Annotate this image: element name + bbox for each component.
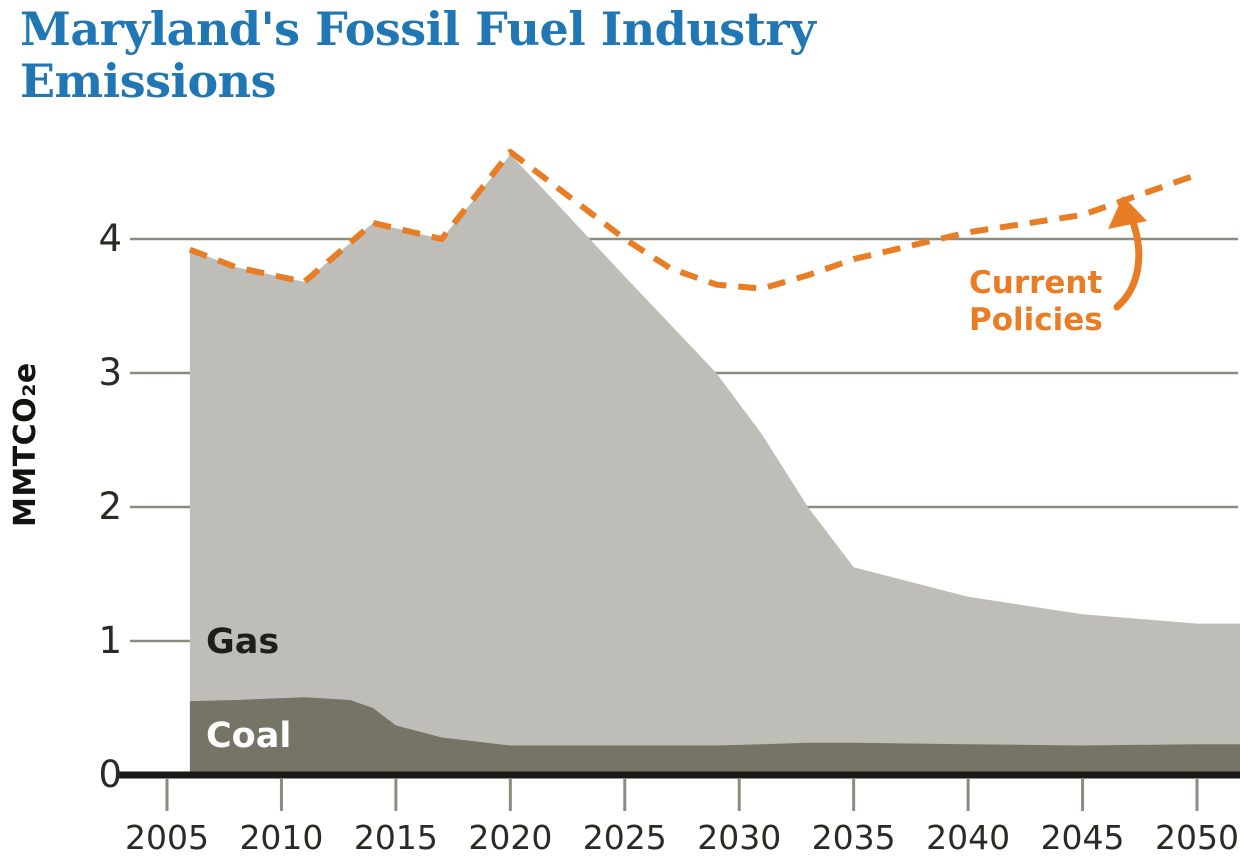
x-tick-label-2045: 2045	[1041, 818, 1125, 857]
current-policies-arrowhead-icon	[1108, 196, 1147, 229]
page-title-line1: Maryland's Fossil Fuel Industry	[20, 2, 816, 56]
y-tick-label-1: 1	[98, 619, 122, 662]
y-axis-title: MMTCO₂e	[8, 362, 43, 527]
y-tick-label-2: 2	[98, 485, 122, 528]
page-title: Maryland's Fossil Fuel Industry Emission…	[20, 2, 816, 108]
x-tick-label-2020: 2020	[468, 818, 552, 857]
x-tick-label-2035: 2035	[812, 818, 896, 857]
x-tick-label-2015: 2015	[354, 818, 438, 857]
page-title-line2: Emissions	[20, 53, 277, 108]
y-tick-label-3: 3	[98, 351, 122, 394]
x-tick-label-2025: 2025	[583, 818, 667, 857]
gas-area	[189, 154, 1240, 776]
y-tick-label-4: 4	[98, 217, 122, 260]
current-policies-line	[188, 148, 1198, 292]
x-tick-label-2050: 2050	[1155, 818, 1239, 857]
y-tick-label-0: 0	[98, 753, 122, 796]
x-tick-label-2010: 2010	[239, 818, 323, 857]
x-tick-label-2005: 2005	[125, 818, 209, 857]
current-policies-label: Current Policies	[969, 265, 1103, 339]
x-tick-label-2040: 2040	[926, 818, 1010, 857]
coal-series-label: Coal	[206, 716, 292, 756]
gas-series-label: Gas	[206, 622, 280, 662]
x-tick-label-2030: 2030	[697, 818, 781, 857]
current-policies-arrow	[1113, 213, 1143, 311]
coal-area	[189, 697, 1240, 775]
